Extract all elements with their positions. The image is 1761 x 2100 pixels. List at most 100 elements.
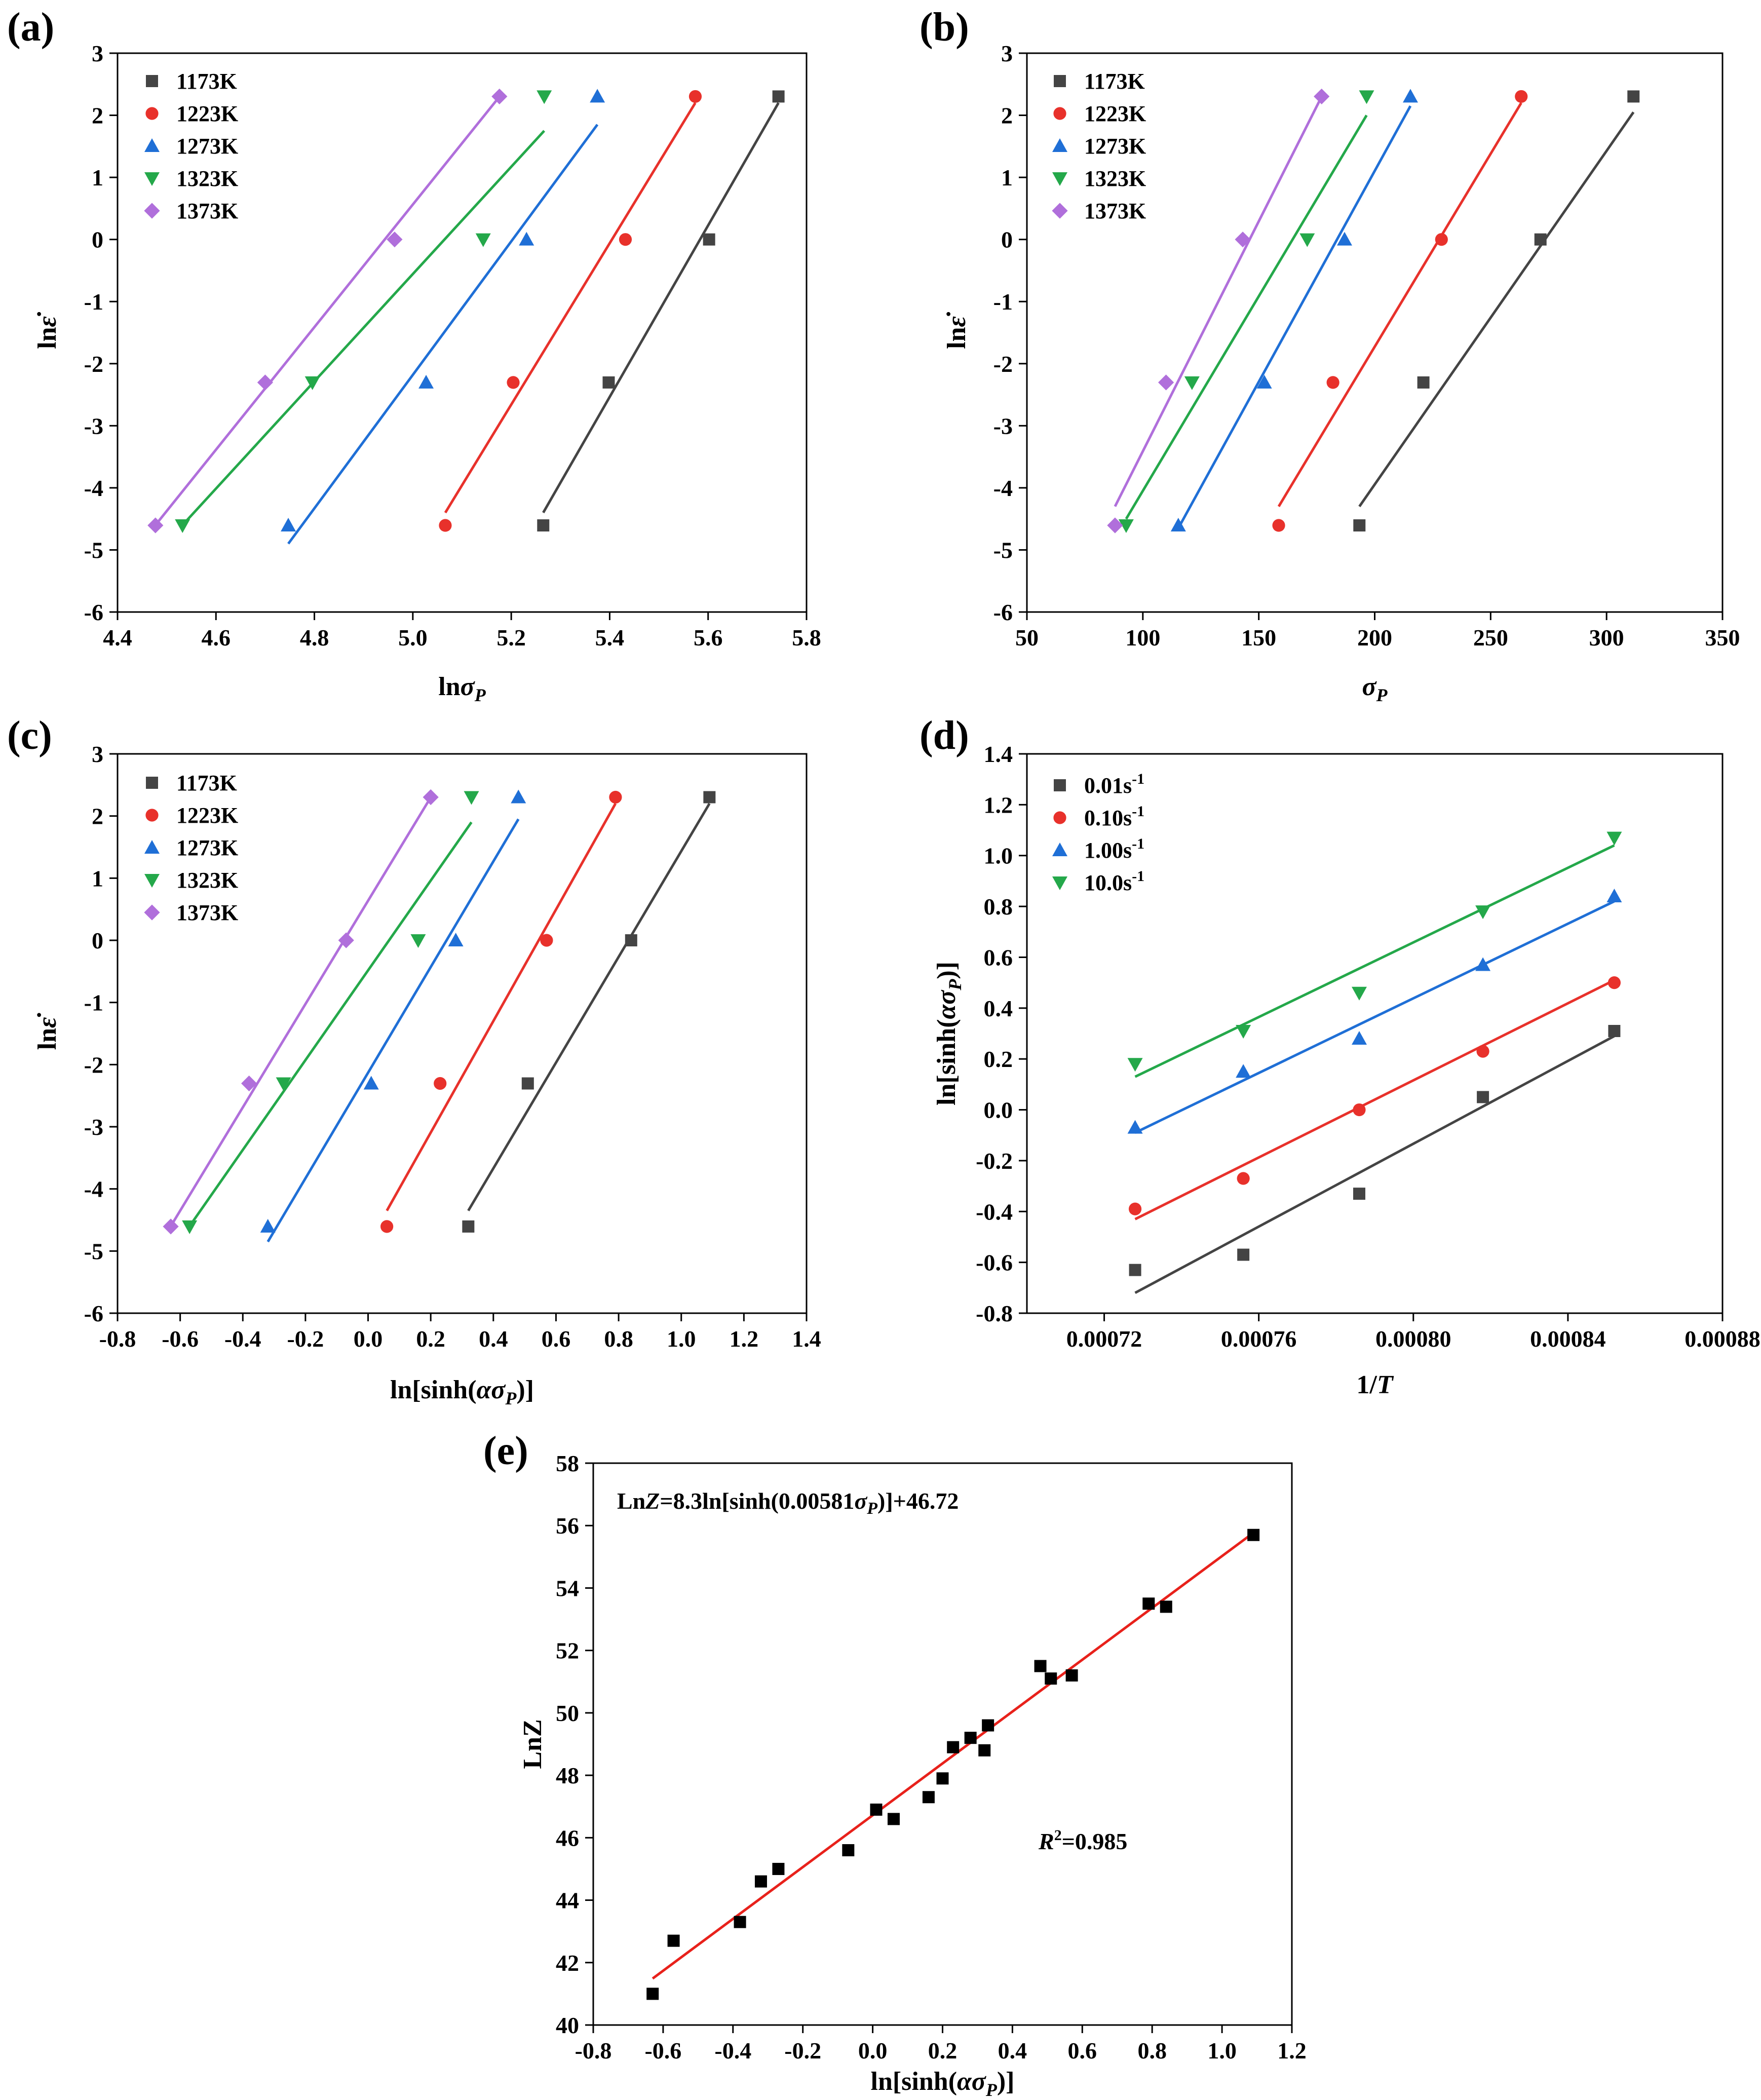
data-point <box>1475 957 1491 971</box>
legend-marker <box>144 874 160 888</box>
x-tick-label: -0.6 <box>644 2038 681 2064</box>
x-tick-label: 200 <box>1357 625 1392 651</box>
x-tick-label: 0.00072 <box>1066 1326 1142 1352</box>
y-tick-label: 56 <box>556 1513 579 1539</box>
y-tick-label: -6 <box>993 599 1013 625</box>
data-point <box>434 1077 447 1090</box>
y-tick-label: 58 <box>556 1450 579 1476</box>
data-point <box>147 517 164 533</box>
data-point <box>257 374 274 391</box>
data-point <box>1129 1264 1141 1276</box>
x-tick-label: 0.4 <box>479 1326 508 1352</box>
data-point <box>1627 90 1640 103</box>
y-tick-label: -4 <box>993 475 1013 501</box>
legend-marker <box>1052 876 1067 890</box>
y-tick-label: 0.8 <box>984 894 1013 920</box>
data-point <box>964 1732 977 1744</box>
legend-marker <box>145 107 159 120</box>
x-tick-label: 1.2 <box>730 1326 759 1352</box>
data-point <box>1236 1064 1251 1078</box>
x-tick-label: 100 <box>1125 625 1160 651</box>
data-point <box>175 519 190 533</box>
x-tick-label: 0.00088 <box>1685 1326 1760 1352</box>
y-tick-label: -3 <box>84 1114 103 1140</box>
legend-marker <box>1053 107 1066 120</box>
data-point <box>619 233 632 246</box>
data-point <box>1435 233 1448 246</box>
fit-line <box>1125 114 1368 520</box>
data-point <box>1256 374 1272 389</box>
data-point <box>1160 1600 1172 1613</box>
x-tick-label: 0.00076 <box>1221 1326 1297 1352</box>
data-point <box>1353 519 1366 532</box>
legend-marker <box>1054 75 1066 87</box>
data-point <box>537 90 552 104</box>
data-point <box>602 376 615 389</box>
data-point <box>1127 1058 1143 1072</box>
data-point <box>772 1862 785 1875</box>
data-point <box>1476 1045 1489 1058</box>
x-tick-label: 4.8 <box>300 625 329 651</box>
series-1273K <box>260 789 526 1243</box>
data-point <box>703 791 716 804</box>
data-point <box>1607 976 1621 989</box>
data-point <box>1170 518 1186 532</box>
data-point <box>1351 986 1367 1001</box>
legend: 0.01s-1 0.10s-1 1.00s-1 10.0s-1 <box>1052 771 1144 895</box>
data-point <box>439 519 452 532</box>
x-tick-label: 0.0 <box>858 2038 888 2064</box>
data-point <box>1158 374 1174 391</box>
series-1223K <box>439 90 702 532</box>
x-tick-label: 4.4 <box>103 625 132 651</box>
fit-line <box>542 102 780 514</box>
data-point <box>703 233 715 246</box>
y-tick-label: 52 <box>556 1638 579 1664</box>
data-point <box>519 232 534 246</box>
y-tick-label: -6 <box>84 1301 103 1326</box>
series-1173K <box>1353 90 1640 532</box>
x-tick-label: -0.4 <box>224 1326 261 1352</box>
data-point <box>276 1077 291 1091</box>
x-tick-label: 5.2 <box>496 625 526 651</box>
data-point <box>304 376 320 390</box>
series-1223K <box>380 790 622 1233</box>
data-point <box>1235 232 1251 248</box>
data-point <box>688 90 702 103</box>
y-tick-label: 40 <box>556 2012 579 2038</box>
data-point <box>1272 519 1285 532</box>
data-point <box>1247 1529 1260 1541</box>
x-tick-label: 0.8 <box>604 1326 633 1352</box>
legend-label: 1273K <box>176 835 238 860</box>
fit-line <box>188 821 473 1227</box>
data-point <box>507 376 520 389</box>
x-tick-label: 0.2 <box>928 2038 958 2064</box>
data-point <box>260 1218 276 1233</box>
data-point <box>1606 831 1622 846</box>
series-1373K <box>163 789 439 1235</box>
y-axis-title: lnε̇ <box>33 1013 62 1050</box>
x-tick-label: 0.00084 <box>1530 1326 1606 1352</box>
x-axis-title: ln[sinh(ασP)] <box>390 1376 534 1408</box>
fit-line <box>181 130 546 526</box>
fit-line <box>1114 96 1323 507</box>
data-point <box>448 933 464 946</box>
x-tick-label: -0.8 <box>99 1326 136 1352</box>
y-tick-label: 0 <box>92 928 103 953</box>
y-axis-title: lnε̇ <box>33 312 62 349</box>
data-point <box>1299 233 1315 247</box>
x-tick-label: -0.2 <box>287 1326 324 1352</box>
y-tick-label: -0.2 <box>976 1148 1013 1174</box>
series-data <box>646 1529 1260 2000</box>
series-1323K <box>182 791 479 1234</box>
chart-panel-c: (c) -0.8 -0.6 -0.4 -0.2 0.0 0.2 0.4 0.6 0.8 1.0 1.2… <box>7 713 821 1408</box>
data-point <box>1353 1188 1365 1200</box>
data-point <box>1107 517 1123 533</box>
fit-line <box>1134 979 1615 1220</box>
series-1.00s <box>1127 889 1622 1134</box>
legend-label: 1373K <box>1084 199 1146 223</box>
plot-frame <box>1026 753 1724 1314</box>
legend-marker <box>1052 843 1067 856</box>
data-point <box>772 90 785 103</box>
data-point <box>667 1934 680 1947</box>
legend-label: 10.0s-1 <box>1084 868 1144 895</box>
